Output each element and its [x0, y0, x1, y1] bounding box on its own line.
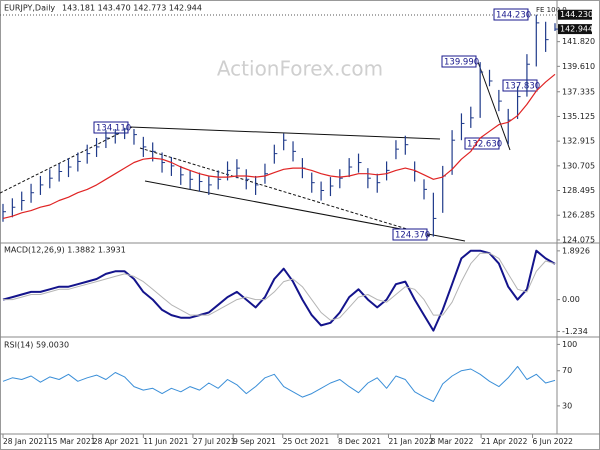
price-tag	[558, 9, 592, 20]
x-tick-label: 8 Mar 2022	[431, 437, 474, 446]
y-tick-label: 100	[562, 340, 577, 349]
chart-title: EURJPY,Daily	[4, 4, 55, 13]
x-tick-label: 21 Apr 2022	[481, 437, 528, 446]
series-line	[2, 249, 556, 332]
annotations: 134.110 139.990 137.830 132.630 124.370 …	[93, 6, 567, 241]
price-tag-label: 144.230	[560, 10, 593, 19]
x-tick-label: 11 Jun 2021	[143, 437, 188, 446]
price-tag-label: 142.944	[560, 25, 593, 34]
watermark: ActionForex.com	[217, 57, 383, 81]
x-tick-label: 9 Sep 2021	[233, 437, 276, 446]
x-tick-label: 25 Oct 2021	[283, 437, 330, 446]
y-tick-label: 132.915	[562, 137, 595, 146]
y-tick-label: 70	[562, 366, 572, 375]
x-tick-label: 15 Mar 2021	[48, 437, 96, 446]
annotation: 124.370	[395, 231, 430, 241]
macd-title: MACD(12,26,9) 1.3882 1.3931	[4, 246, 126, 255]
y-tick-label: 124.075	[562, 235, 595, 244]
y-tick-label: 0.00	[562, 295, 580, 304]
series-line	[2, 365, 556, 402]
x-tick-label: 28 Jan 2021	[3, 437, 48, 446]
x-tick-label: 27 Jul 2021	[193, 437, 236, 446]
y-tick-label: 30	[562, 401, 572, 410]
annotation: 144.230	[496, 11, 531, 21]
y-tick-label: 141.820	[562, 37, 595, 46]
price-tag	[558, 24, 592, 35]
y-tick-label: 1.8926	[562, 246, 590, 255]
y-tick-label: 139.610	[562, 62, 595, 71]
series-line	[2, 73, 556, 219]
y-tick-label: 126.285	[562, 211, 595, 220]
y-tick-label: 128.495	[562, 186, 595, 195]
quote: 143.181 143.470 142.773 142.944	[62, 4, 202, 13]
series-line	[3, 252, 556, 321]
y-tick-label: -1.234	[562, 327, 588, 336]
annotation: 134.110	[96, 124, 131, 134]
annotation: 137.830	[505, 82, 540, 92]
x-tick-label: 21 Jan 2022	[388, 437, 433, 446]
x-tick-label: 28 Apr 2021	[93, 437, 140, 446]
annotation: 132.630	[467, 140, 502, 150]
rsi-title: RSI(14) 59.0030	[4, 341, 69, 350]
y-tick-label: 137.335	[562, 87, 595, 96]
y-tick-label: 135.125	[562, 112, 595, 121]
x-tick-label: 8 Dec 2021	[338, 437, 381, 446]
y-tick-label: 130.705	[562, 161, 595, 170]
x-tick-label: 6 Jun 2022	[533, 437, 574, 446]
annotation: FE 100.0	[536, 6, 567, 14]
annotation: 139.990	[444, 58, 479, 68]
